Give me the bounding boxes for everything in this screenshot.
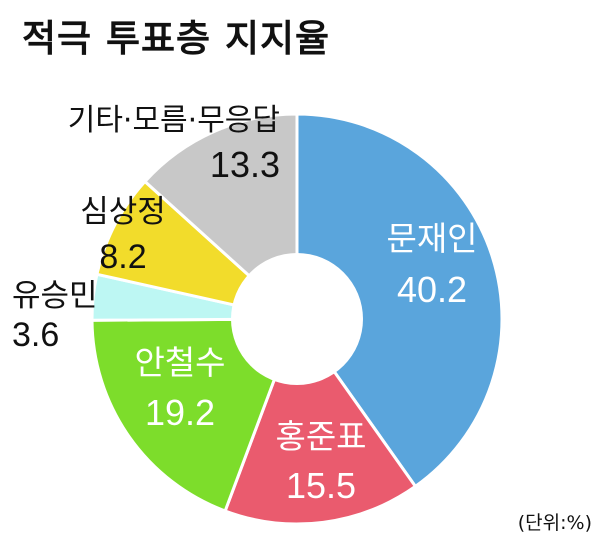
slice-2-value-label: 15.5 (286, 465, 356, 506)
slice-2-wedge (223, 315, 418, 526)
slice-1-name-label: 문재인 (386, 219, 477, 258)
slice-3-wedge (90, 317, 300, 513)
slice-4-value-label: 3.6 (12, 316, 59, 354)
unit-label: (단위:%) (517, 512, 592, 534)
slice-1-wedge (295, 112, 504, 489)
slice-5-name-label: 심상정 (80, 194, 166, 230)
slice-3-name-label: 안철수 (134, 343, 225, 382)
slice-1-value-label: 40.2 (397, 269, 467, 310)
chart-title: 적극 투표층 지지율 (22, 17, 331, 60)
slice-3-value-label: 19.2 (145, 392, 215, 433)
slice-6-name-label: 기타·모름·무응답 (68, 103, 280, 138)
slice-6-value-label: 13.3 (210, 144, 280, 185)
slice-4-name-label: 유승민 (12, 278, 98, 314)
donut-hole (231, 253, 363, 385)
slice-2-name-label: 홍준표 (275, 417, 366, 456)
slice-5-value-label: 8.2 (99, 238, 146, 276)
